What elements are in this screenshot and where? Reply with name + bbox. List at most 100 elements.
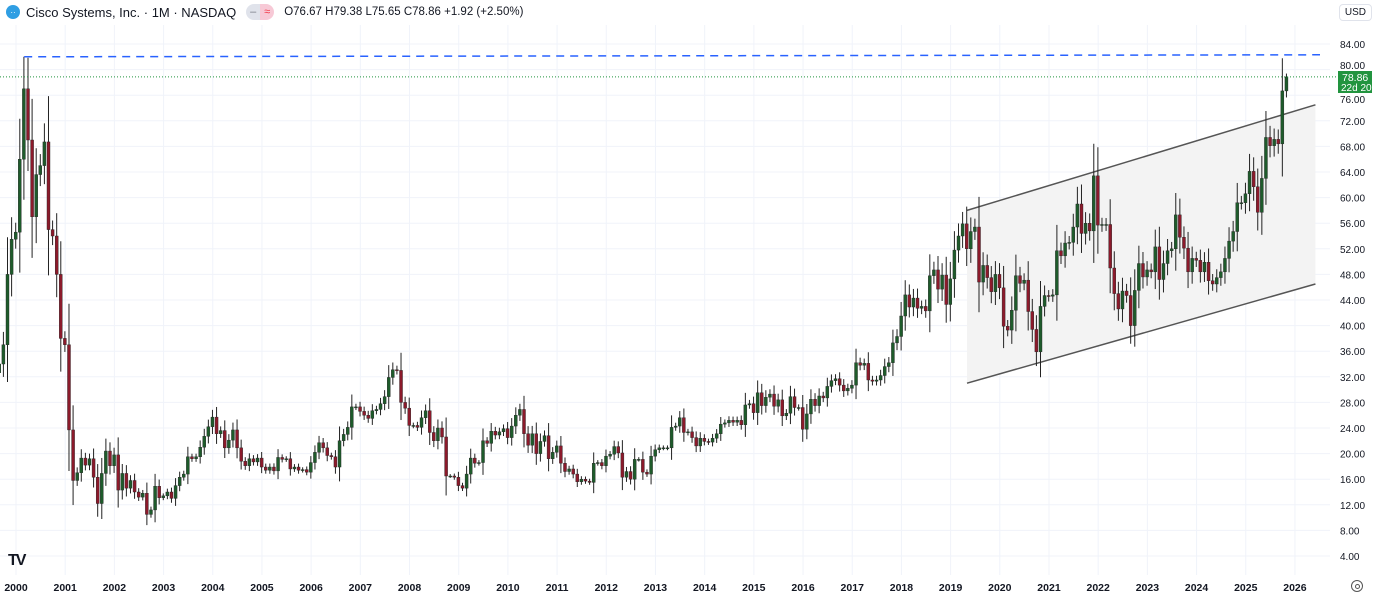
- candle-up: [1284, 76, 1289, 92]
- candle-down: [563, 463, 567, 472]
- candle-up: [346, 427, 350, 435]
- candle-down: [50, 229, 55, 237]
- candle-up: [833, 378, 838, 381]
- x-tick-label: 2001: [54, 582, 78, 594]
- candle-down: [575, 473, 579, 482]
- x-tick-label: 2000: [4, 582, 28, 594]
- candle-up: [1280, 90, 1285, 145]
- candle-down: [59, 274, 63, 339]
- candle-down: [1157, 246, 1162, 280]
- price-axis[interactable]: 4.00 8.00 12.00 16.00 20.00 24.00 28.00 32.00 36…: [1340, 40, 1365, 563]
- candle-up: [661, 447, 666, 450]
- candle-up: [198, 447, 202, 458]
- y-tick-label: 28.00: [1340, 398, 1365, 409]
- chart-status-pill[interactable]: – ≈: [246, 4, 275, 20]
- y-tick-label: 16.00: [1340, 475, 1365, 486]
- y-tick-label: 44.00: [1340, 296, 1365, 307]
- candle-down: [239, 447, 243, 462]
- candle-down: [329, 455, 334, 457]
- candle-down: [325, 447, 329, 456]
- candle-up: [1215, 277, 1219, 285]
- candle-down: [1116, 293, 1121, 310]
- candle-down: [1251, 171, 1256, 187]
- candle-down: [223, 430, 227, 449]
- candle-up: [669, 427, 674, 449]
- candle-down: [95, 477, 100, 504]
- x-tick-label: 2017: [841, 582, 865, 594]
- candle-down: [1210, 280, 1215, 285]
- candle-up: [608, 454, 612, 457]
- candle-up: [604, 455, 608, 466]
- candle-up: [1161, 263, 1166, 280]
- candle-down: [67, 344, 71, 431]
- candle-up: [141, 493, 145, 498]
- candle-up: [350, 406, 354, 428]
- candle-up: [210, 416, 215, 427]
- candle-up: [891, 342, 895, 363]
- candle-down: [243, 461, 247, 466]
- candle-down: [1186, 247, 1190, 273]
- candle-down: [1096, 175, 1100, 226]
- candle-up: [370, 410, 375, 419]
- y-tick-label: 80.00: [1340, 61, 1365, 72]
- candle-down: [559, 445, 563, 464]
- candle-down: [706, 441, 711, 443]
- candle-up: [956, 235, 961, 251]
- candle-down: [235, 429, 239, 449]
- candle-down: [136, 491, 141, 498]
- candle-down: [395, 369, 399, 371]
- candle-up: [391, 369, 395, 378]
- x-tick-label: 2003: [152, 582, 176, 594]
- channel-lower-line: [966, 283, 1316, 384]
- candle-down: [132, 480, 137, 493]
- candle-up: [1051, 294, 1055, 297]
- candle-down: [30, 139, 34, 218]
- candle-down: [399, 370, 403, 403]
- candle-up: [18, 158, 22, 233]
- candle-down: [366, 415, 370, 419]
- y-tick-label: 32.00: [1340, 373, 1365, 384]
- candle-up: [928, 275, 932, 312]
- candle-down: [1178, 214, 1182, 238]
- candle-down: [620, 452, 625, 478]
- candle-down: [493, 431, 498, 436]
- candle-up: [1055, 250, 1059, 296]
- x-tick-label: 2021: [1037, 582, 1061, 594]
- candle-up: [657, 447, 661, 450]
- candle-down: [272, 466, 276, 472]
- candle-up: [862, 363, 866, 366]
- x-tick-label: 2009: [447, 582, 471, 594]
- tradingview-logo[interactable]: TV: [8, 552, 27, 569]
- candle-down: [534, 433, 538, 454]
- candle-up: [341, 434, 346, 441]
- candle-up: [579, 479, 584, 482]
- candle-up: [727, 420, 731, 424]
- x-tick-label: 2018: [890, 582, 914, 594]
- settings-gear-icon[interactable]: [1351, 580, 1363, 592]
- parallel-channel[interactable]: [966, 104, 1316, 384]
- candle-up: [165, 491, 170, 497]
- candle-down: [682, 417, 686, 433]
- candle-up: [1260, 178, 1264, 213]
- candle-down: [792, 396, 797, 408]
- candle-down: [1108, 224, 1112, 269]
- candle-up: [1104, 224, 1108, 226]
- x-tick-label: 2011: [546, 582, 569, 594]
- currency-button[interactable]: USD: [1338, 4, 1372, 21]
- candle-up: [653, 449, 657, 457]
- candle-down: [358, 406, 362, 412]
- candle-up: [735, 420, 739, 423]
- candle-down: [870, 379, 875, 382]
- y-tick-label: 40.00: [1340, 322, 1365, 333]
- candle-up: [1100, 224, 1104, 226]
- ohlc-change: +1.92 (+2.50%): [444, 6, 524, 18]
- time-axis[interactable]: 2000 2001 2002 2003 2004 2005 2006 2007 2008 2009…: [4, 582, 1306, 594]
- candle-down: [26, 88, 30, 141]
- candle-up: [497, 431, 502, 436]
- candle-up: [1153, 246, 1157, 273]
- symbol-title[interactable]: Cisco Systems, Inc. · 1M · NASDAQ: [26, 4, 237, 20]
- candle-up: [1231, 231, 1235, 242]
- y-tick-label: 84.00: [1340, 40, 1365, 51]
- candles: [0, 56, 1289, 526]
